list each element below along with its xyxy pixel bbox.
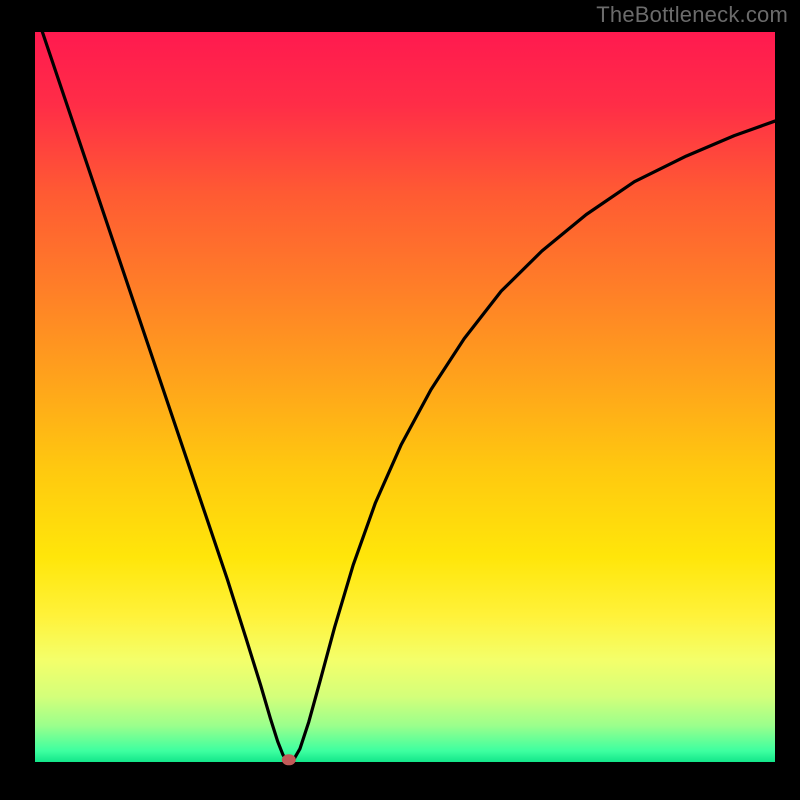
bottleneck-chart xyxy=(0,0,800,800)
optimal-point-marker xyxy=(282,754,296,765)
gradient-background xyxy=(35,32,775,762)
plot-container xyxy=(0,0,800,800)
watermark-text: TheBottleneck.com xyxy=(596,2,788,28)
